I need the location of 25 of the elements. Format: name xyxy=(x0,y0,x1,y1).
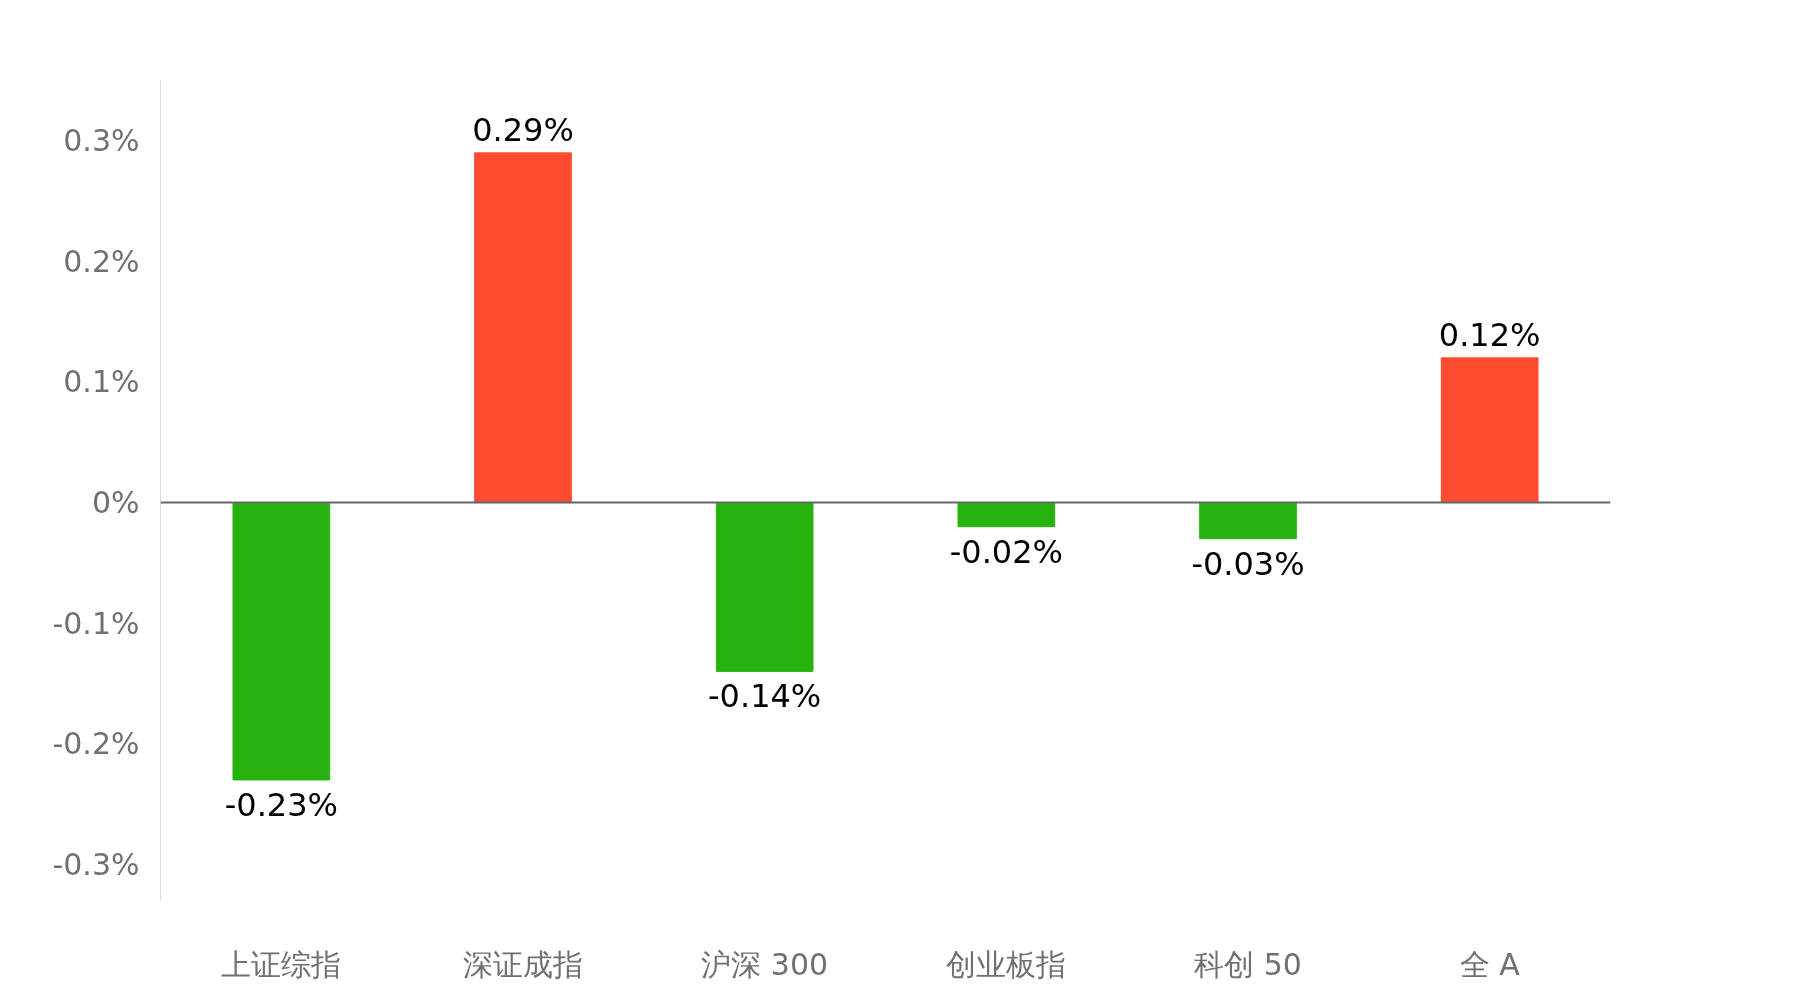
x-tick-label: 全 A xyxy=(1459,946,1521,982)
x-tick-label: 上证综指 xyxy=(221,946,342,982)
bar xyxy=(715,502,814,672)
y-tick-label: -0.2% xyxy=(52,726,140,762)
bar xyxy=(1199,502,1297,540)
data-label: 0.29% xyxy=(472,110,574,149)
data-label: -0.03% xyxy=(1191,544,1305,583)
bar xyxy=(232,502,331,781)
x-tick-label: 沪深 300 xyxy=(701,946,829,982)
data-label: -0.23% xyxy=(224,785,338,824)
data-label: -0.14% xyxy=(708,677,822,716)
x-tick-label: 深证成指 xyxy=(463,946,583,982)
data-label: -0.02% xyxy=(949,532,1063,571)
bar xyxy=(474,152,572,504)
bar xyxy=(957,502,1056,528)
y-tick-label: 0% xyxy=(91,485,140,521)
y-tick-label: -0.3% xyxy=(52,846,140,882)
y-tick-label: 0.3% xyxy=(63,123,140,159)
data-label: 0.12% xyxy=(1438,315,1541,354)
y-tick-label: -0.1% xyxy=(52,605,140,641)
y-tick-label: 0.1% xyxy=(63,364,140,400)
x-tick-label: 创业板指 xyxy=(946,946,1067,982)
x-tick-label: 科创 50 xyxy=(1194,946,1302,982)
y-tick-label: 0.2% xyxy=(63,243,140,279)
bar xyxy=(1440,357,1539,504)
